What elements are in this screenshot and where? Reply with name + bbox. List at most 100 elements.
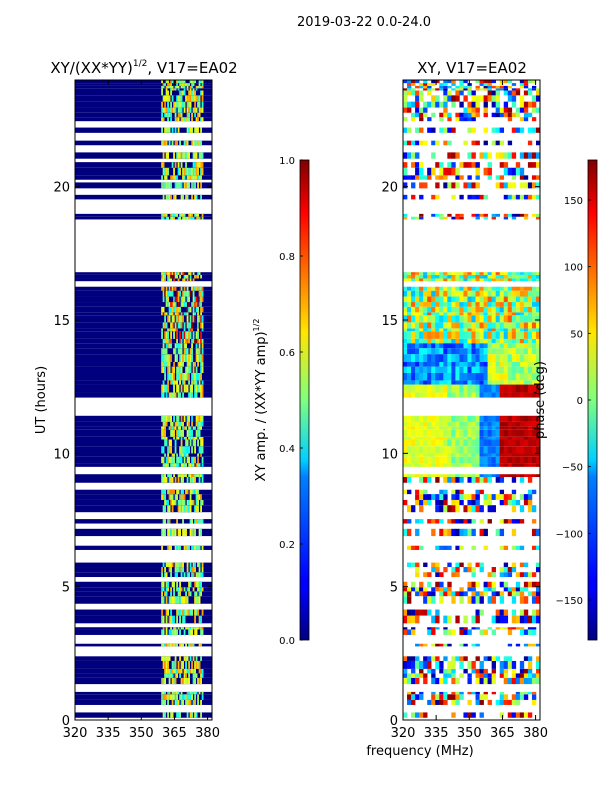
heatmap-cell bbox=[164, 112, 166, 118]
heatmap-cell bbox=[507, 194, 513, 200]
heatmap-cell bbox=[487, 331, 492, 339]
heatmap-cell bbox=[515, 615, 521, 624]
heatmap-cell bbox=[176, 338, 178, 344]
heatmap-cell bbox=[475, 505, 480, 513]
heatmap-cell bbox=[173, 88, 175, 91]
heatmap-cell bbox=[161, 331, 163, 339]
heatmap-cell bbox=[439, 384, 444, 393]
heatmap-cell bbox=[419, 117, 424, 122]
heatmap-cell bbox=[186, 489, 189, 495]
heatmap-cell bbox=[180, 322, 183, 329]
heatmap-cell bbox=[197, 439, 199, 447]
heatmap-cell bbox=[201, 476, 204, 483]
heatmap-cell bbox=[455, 494, 460, 500]
heatmap-cell bbox=[411, 380, 416, 385]
heatmap-cell bbox=[503, 312, 509, 316]
heatmap-cell bbox=[483, 322, 488, 329]
heatmap-cell bbox=[176, 152, 178, 159]
heatmap-cell bbox=[431, 453, 436, 457]
heatmap-cell bbox=[194, 677, 196, 685]
heatmap-cell bbox=[535, 615, 540, 624]
heatmap-cell bbox=[503, 415, 509, 422]
heatmap-cell bbox=[403, 354, 408, 363]
heatmap-cell bbox=[483, 278, 488, 282]
heatmap-cell bbox=[411, 694, 416, 700]
heatmap-cell bbox=[471, 328, 476, 332]
heatmap-cell bbox=[411, 272, 416, 275]
heatmap-cell bbox=[173, 372, 175, 381]
heatmap-cell bbox=[182, 90, 184, 96]
heatmap-cell bbox=[182, 101, 184, 108]
heatmap-cell bbox=[499, 107, 505, 113]
heatmap-cell bbox=[192, 107, 195, 113]
heatmap-cell bbox=[435, 213, 440, 217]
heatmap-cell bbox=[459, 117, 464, 122]
heatmap-cell bbox=[191, 489, 193, 495]
heatmap-cell bbox=[483, 629, 488, 635]
heatmap-cell bbox=[483, 456, 488, 464]
heatmap-cell bbox=[411, 112, 416, 118]
heatmap-cell bbox=[165, 476, 168, 483]
heatmap-cell bbox=[451, 348, 456, 355]
heatmap-cell bbox=[519, 213, 525, 217]
heatmap-cell bbox=[407, 328, 412, 332]
heatmap-cell bbox=[519, 331, 525, 339]
heatmap-cell bbox=[171, 372, 174, 381]
heatmap-cell bbox=[415, 90, 420, 96]
heatmap-cell bbox=[439, 302, 444, 307]
heatmap-cell bbox=[171, 677, 174, 685]
heatmap-cell bbox=[171, 668, 174, 674]
heatmap-cell bbox=[415, 362, 420, 367]
heatmap-cell bbox=[195, 572, 198, 578]
heatmap-cell bbox=[511, 290, 517, 297]
heatmap-cell bbox=[75, 322, 212, 329]
heatmap-cell bbox=[407, 348, 412, 355]
heatmap-cell bbox=[180, 354, 183, 363]
heatmap-cell bbox=[427, 627, 432, 630]
heatmap-cell bbox=[179, 426, 181, 430]
heatmap-cell bbox=[535, 567, 540, 573]
heatmap-cell bbox=[455, 591, 460, 597]
heatmap-cell bbox=[491, 278, 496, 282]
heatmap-cell bbox=[463, 366, 468, 373]
heatmap-cell bbox=[176, 140, 178, 146]
heatmap-cell bbox=[515, 591, 521, 597]
heatmap-cell bbox=[527, 474, 533, 477]
heatmap-cell bbox=[75, 90, 212, 96]
heatmap-cell bbox=[176, 80, 178, 84]
heatmap-cell bbox=[523, 107, 529, 113]
heatmap-cell bbox=[495, 328, 501, 332]
heatmap-cell bbox=[439, 421, 444, 427]
heatmap-cell bbox=[173, 366, 175, 373]
heatmap-cell bbox=[411, 306, 416, 313]
heatmap-cell bbox=[491, 362, 496, 367]
heatmap-cell bbox=[535, 88, 540, 91]
heatmap-cell bbox=[435, 436, 440, 440]
heatmap-cell bbox=[167, 519, 169, 524]
heatmap-cell bbox=[527, 392, 533, 398]
heatmap-cell bbox=[471, 474, 476, 477]
heatmap-cell bbox=[439, 272, 444, 275]
heatmap-cell bbox=[439, 315, 444, 323]
heatmap-cell bbox=[415, 572, 420, 578]
heatmap-cell bbox=[164, 439, 166, 447]
heatmap-cell bbox=[511, 312, 517, 316]
heatmap-cell bbox=[200, 90, 202, 96]
heatmap-cell bbox=[455, 572, 460, 578]
heatmap-cell bbox=[180, 296, 183, 303]
heatmap-cell bbox=[75, 456, 212, 464]
heatmap-cell bbox=[179, 167, 181, 176]
heatmap-cell bbox=[164, 315, 166, 323]
heatmap-cell bbox=[503, 112, 509, 118]
heatmap-cell bbox=[189, 436, 192, 440]
heatmap-cell bbox=[180, 312, 183, 316]
heatmap-cell bbox=[439, 456, 444, 464]
heatmap-cell bbox=[459, 83, 464, 86]
heatmap-cell bbox=[198, 421, 201, 427]
heatmap-cell bbox=[177, 499, 180, 506]
heatmap-cell bbox=[511, 596, 517, 604]
heatmap-cell bbox=[523, 712, 529, 718]
heatmap-cell bbox=[197, 421, 199, 427]
heatmap-cell bbox=[479, 456, 484, 464]
heatmap-cell bbox=[435, 366, 440, 373]
